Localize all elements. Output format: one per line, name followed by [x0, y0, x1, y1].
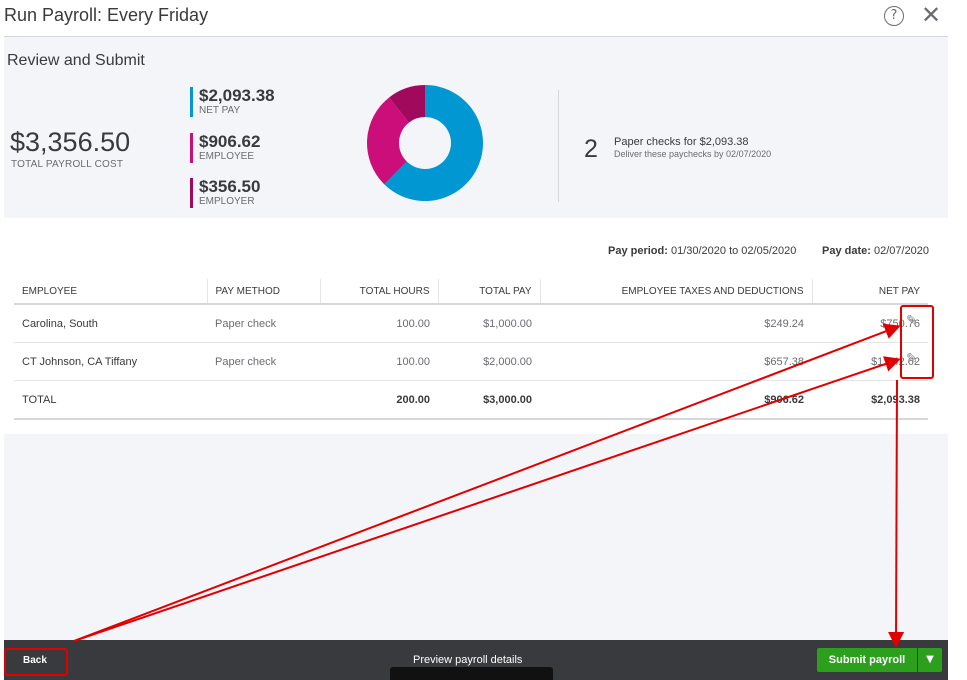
col-employee[interactable]: EMPLOYEE: [14, 279, 207, 305]
preview-payroll-details-link[interactable]: Preview payroll details: [413, 654, 523, 666]
col-net-pay[interactable]: NET PAY: [811, 279, 928, 305]
employer-amount: $356.50: [199, 177, 261, 196]
payroll-table: EMPLOYEE PAY METHOD TOTAL HOURS TOTAL PA…: [14, 279, 928, 420]
table-row[interactable]: Carolina, South Paper check 100.00 $1,00…: [14, 304, 928, 343]
submit-options-chevron-icon[interactable]: ▼: [918, 648, 942, 672]
pencil-icon[interactable]: ✎: [906, 351, 918, 367]
employee-name: Carolina, South: [14, 304, 207, 343]
header-divider: [4, 36, 948, 37]
question-circle-icon[interactable]: ?: [884, 6, 904, 26]
total-hours: 100.00: [320, 304, 438, 343]
submit-payroll-button[interactable]: Submit payroll: [817, 648, 917, 672]
preview-tooltip-partial: [390, 667, 553, 680]
pay-method: Paper check: [207, 342, 320, 381]
taxes-deductions: $657.38: [540, 342, 812, 381]
pencil-icon[interactable]: ✎: [906, 313, 918, 329]
pay-period-value: 01/30/2020 to 02/05/2020: [670, 245, 797, 257]
section-title: Review and Submit: [7, 52, 145, 69]
total-pay: $1,000.00: [438, 304, 540, 343]
arrow-back-to-pencil-1: [73, 323, 901, 642]
net-pay-label: NET PAY: [199, 105, 241, 116]
back-highlight-box: [4, 648, 68, 676]
col-total-pay[interactable]: TOTAL PAY: [437, 279, 540, 305]
total-hours-sum: 200.00: [320, 380, 438, 420]
back-button[interactable]: Back: [23, 655, 47, 666]
col-total-hours[interactable]: TOTAL HOURS: [319, 279, 438, 305]
page-title: Run Payroll: Every Friday: [4, 5, 209, 25]
total-pay: $2,000.00: [438, 342, 540, 381]
table-row[interactable]: CT Johnson, CA Tiffany Paper check 100.0…: [14, 342, 928, 381]
pay-method: Paper check: [207, 304, 320, 343]
pencil-highlight-box: [900, 305, 934, 379]
title-bar: Run Payroll: Every Friday ? ✕: [0, 0, 967, 36]
taxes-deductions: $249.24: [540, 304, 812, 343]
arrow-pencil-to-submit: [888, 379, 905, 648]
net-pay-stat: $2,093.38 NET PAY: [190, 86, 275, 117]
donut-slice-employee: [367, 97, 409, 185]
paper-checks-deliver-by: Deliver these paychecks by 02/07/2020: [614, 149, 772, 159]
net-pay-amount: $2,093.38: [199, 86, 275, 105]
pay-period-label: Pay period:: [608, 245, 668, 257]
content-background: [4, 434, 948, 640]
paper-checks-count: 2: [584, 135, 598, 163]
total-payroll-cost-label: TOTAL PAYROLL COST: [11, 159, 124, 170]
employer-label: EMPLOYER: [199, 196, 255, 207]
total-net-sum: $2,093.38: [812, 380, 928, 420]
payroll-summary-panel: Review and Submit $3,356.50 TOTAL PAYROL…: [4, 37, 948, 218]
col-pay-method[interactable]: PAY METHOD: [206, 279, 320, 305]
pay-date-value: 02/07/2020: [873, 245, 930, 257]
employee-amount: $906.62: [199, 132, 261, 151]
pay-period: Pay period: 01/30/2020 to 02/05/2020: [608, 245, 796, 257]
col-taxes-deductions[interactable]: EMPLOYEE TAXES AND DEDUCTIONS: [539, 279, 812, 305]
total-payroll-cost: $3,356.50: [10, 127, 131, 157]
table-total-row: TOTAL 200.00 $3,000.00 $906.62 $2,093.38: [14, 380, 928, 420]
employee-name: CT Johnson, CA Tiffany: [14, 342, 207, 381]
total-pay-sum: $3,000.00: [438, 380, 540, 420]
summary-divider: [558, 90, 559, 202]
table-header-row: EMPLOYEE PAY METHOD TOTAL HOURS TOTAL PA…: [14, 279, 928, 305]
total-label: TOTAL: [14, 380, 207, 420]
donut-slice-net-pay: [384, 85, 483, 201]
employee-stat: $906.62 EMPLOYEE: [190, 132, 261, 163]
close-icon[interactable]: ✕: [921, 1, 942, 29]
pay-date: Pay date: 02/07/2020: [822, 245, 929, 257]
payroll-donut-chart: [367, 85, 483, 201]
arrow-back-to-pencil-2: [73, 356, 901, 642]
total-taxes-sum: $906.62: [540, 380, 812, 420]
employer-stat: $356.50 EMPLOYER: [190, 177, 261, 208]
employee-label: EMPLOYEE: [199, 151, 255, 162]
paper-checks-text: Paper checks for $2,093.38: [614, 136, 749, 148]
total-empty-cell: [207, 380, 320, 420]
donut-slice-employer: [389, 85, 425, 123]
total-hours: 100.00: [320, 342, 438, 381]
pay-date-label: Pay date:: [822, 245, 871, 257]
